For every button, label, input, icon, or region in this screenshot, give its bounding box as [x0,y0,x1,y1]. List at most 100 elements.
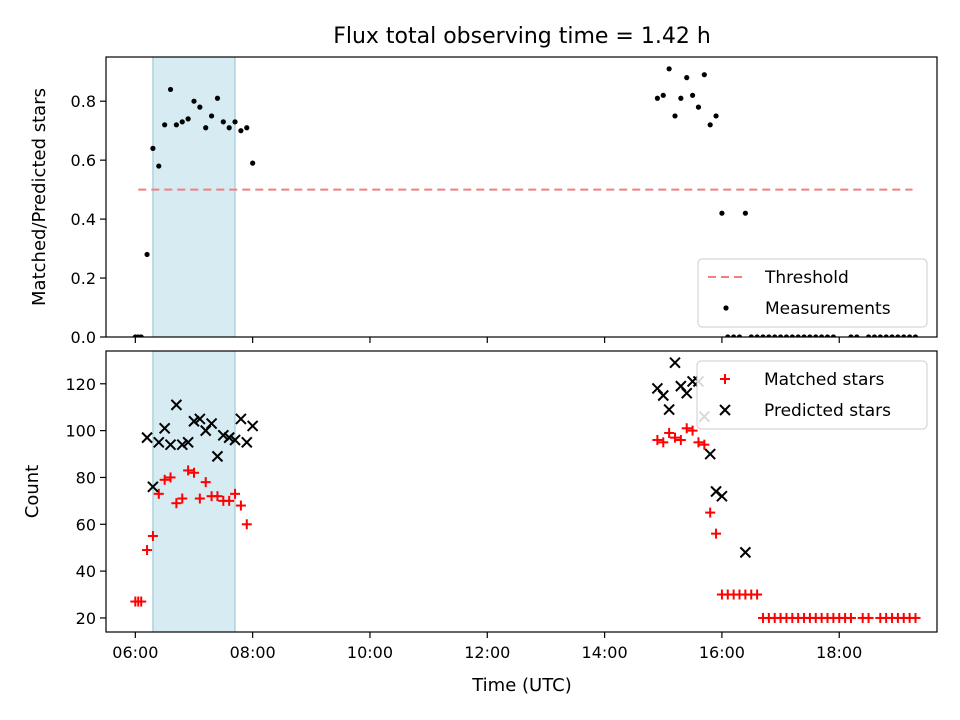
measurement-point [672,113,678,119]
count-legend: Matched stars Predicted stars [696,360,928,430]
measurement-point [865,334,872,337]
measurement-point [783,334,790,337]
measurement-point [689,92,696,98]
matched-star-point [142,545,153,556]
measurement-point [150,145,156,151]
measurement-point [707,122,713,128]
matched-star-point [699,439,710,450]
measurement-point [191,98,197,104]
matched-star-point [693,437,704,448]
measurement-point [654,95,660,101]
matched-star-point [863,612,874,623]
measurement-point [789,334,795,337]
predicted-star-point [153,436,165,449]
legend-entry: Matched stars [720,370,884,390]
matched-star-point [711,528,722,539]
observing-window-band-bottom [152,350,236,633]
measurement-point [777,334,784,337]
predicted-star-point [241,436,253,449]
legend-predicted-swatch [719,404,731,416]
predicted-star-point [188,415,200,427]
predicted-star-point [223,431,235,444]
predicted-star-point [704,448,716,460]
measurement-point [678,95,684,101]
measurement-point [877,334,883,337]
measurement-point [660,92,666,98]
matched-star-point [658,437,669,448]
ratio-axes-frame [105,56,938,338]
predicted-star-point [657,389,669,402]
ratio-x-axis [134,337,840,343]
matched-star-point [241,519,252,530]
matched-star-point [752,589,763,600]
predicted-star-point [246,420,259,432]
ratio-panel: 0.00.20.40.60.8 Matched/Predicted stars … [29,56,938,347]
predicted-star-point [211,450,224,463]
predicted-star-point [217,429,230,442]
predicted-star-point [681,387,693,399]
matched-star-point [687,425,698,436]
matched-star-point [669,432,680,443]
predicted-star-point [229,434,241,446]
matched-star-point [147,530,158,541]
measurement-point [162,122,168,128]
legend-label: Predicted stars [764,401,891,421]
measurement-point [830,334,836,337]
y-tick-label: 40 [76,562,96,581]
measurement-point [713,113,719,119]
measurement-point [684,75,690,81]
matched-star-point [183,465,194,476]
measurement-point [226,125,232,131]
count-plot-area [130,357,921,623]
legend-matched-swatch [720,374,730,384]
measurement-point [801,334,807,337]
measurement-point [238,128,244,134]
measurement-point [232,119,238,125]
matched-star-point [136,596,147,607]
matched-star-point [675,434,686,445]
measurement-point [731,334,737,337]
measurement-point [760,334,766,337]
x-tick-label: 08:00 [230,643,276,662]
y-tick-label: 20 [76,609,96,628]
measurement-point [848,334,854,337]
measurement-point [156,163,162,169]
matched-star-point [153,488,164,499]
measurement-point [813,334,819,337]
predicted-star-point [739,546,752,559]
count-y-axis: 20 40 60 80 100 120 [65,375,106,628]
measurement-point [719,210,725,216]
ratio-legend: Threshold Measurements [697,258,928,328]
matched-star-point [224,495,235,506]
matched-star-point [194,493,205,504]
predicted-star-point [716,490,728,502]
predicted-star-point [194,413,206,425]
matched-star-point [664,427,675,438]
matched-star-point [652,434,663,445]
measurement-point [901,334,907,337]
measurement-point [138,334,144,337]
count-y-axis-label: Count [22,465,43,518]
measurement-point [701,72,707,78]
predicted-star-point [147,481,159,493]
measurement-point [666,66,672,72]
x-tick-label: 18:00 [816,643,862,662]
measurement-point [807,334,813,337]
chart-title: Flux total observing time = 1.42 h [333,24,711,49]
measurement-point [748,334,754,337]
measurement-point [736,334,743,337]
x-tick-label: 06:00 [112,643,158,662]
measurement-point [871,334,878,337]
ratio-y-axis-label: Matched/Predicted stars [29,88,50,306]
y-tick-label: 80 [76,468,96,487]
measurement-point [907,334,913,337]
legend-entry: Measurements [723,299,891,319]
measurement-point [167,86,174,93]
measurement-point [179,119,185,125]
y-tick-label: 60 [76,515,96,534]
predicted-star-point [176,438,188,451]
y-tick-label: 0.0 [71,328,96,347]
measurement-point [208,113,215,119]
measurement-point [895,334,901,337]
